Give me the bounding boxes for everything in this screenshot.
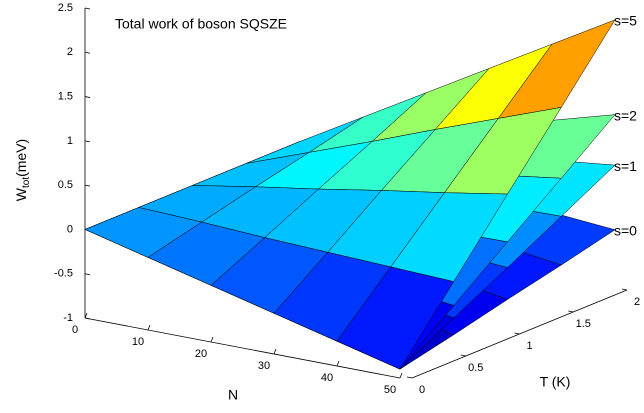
x-tick	[210, 336, 214, 343]
y-tick	[460, 354, 466, 357]
z-tick-label: -0.5	[54, 268, 73, 280]
y-tick-label: 0.5	[468, 362, 483, 374]
y-tick	[568, 310, 574, 313]
z-tick-label: 0	[67, 223, 73, 235]
z-label-main: W	[13, 187, 29, 201]
surface-label: s=2	[614, 107, 637, 123]
surface-patch	[336, 266, 454, 370]
z-tick	[84, 140, 91, 143]
z-tick	[84, 96, 91, 98]
x-tick	[147, 324, 151, 331]
z-tick-label: 1.5	[58, 90, 73, 102]
surface-label: s=1	[614, 158, 637, 174]
y-tick-label: 0	[419, 384, 425, 396]
z-tick-label: 0.5	[58, 179, 73, 191]
z-tick	[84, 273, 91, 276]
x-tick	[273, 348, 277, 355]
y-tick	[406, 376, 413, 379]
x-axis	[84, 317, 401, 379]
y-tick	[621, 288, 628, 291]
z-axis-label: Wtot(meV)	[13, 139, 32, 201]
x-tick-label: 10	[132, 336, 144, 348]
z-tick	[84, 51, 91, 54]
z-label-unit: (meV)	[13, 139, 29, 177]
z-tick-label: 2	[67, 46, 73, 58]
x-tick-label: 50	[384, 384, 396, 396]
z-tick	[84, 7, 91, 10]
y-axis-label: T (K)	[540, 374, 571, 390]
y-tick-label: 2	[634, 296, 640, 308]
z-tick-label: 1	[67, 135, 73, 147]
x-axis-label: N	[228, 387, 238, 403]
chart-title: Total work of boson SQSZE	[115, 16, 287, 32]
x-tick-label: 20	[195, 348, 207, 360]
surface-label: s=0	[614, 222, 637, 238]
z-tick-label: -1	[63, 312, 73, 324]
x-tick-label: 40	[321, 372, 333, 384]
surface-label: s=5	[614, 13, 637, 29]
y-tick-label: 1.5	[576, 318, 591, 330]
x-tick-label: 30	[258, 360, 270, 372]
z-tick	[84, 184, 91, 187]
z-tick-label: 2.5	[58, 2, 73, 14]
x-tick	[399, 372, 403, 379]
x-tick-label: 0	[72, 324, 78, 336]
x-tick	[84, 312, 88, 319]
y-tick-label: 1	[526, 340, 532, 352]
y-tick	[514, 332, 520, 335]
x-tick	[336, 360, 340, 367]
z-tick	[84, 317, 91, 320]
z-label-sub: tot	[21, 177, 32, 188]
